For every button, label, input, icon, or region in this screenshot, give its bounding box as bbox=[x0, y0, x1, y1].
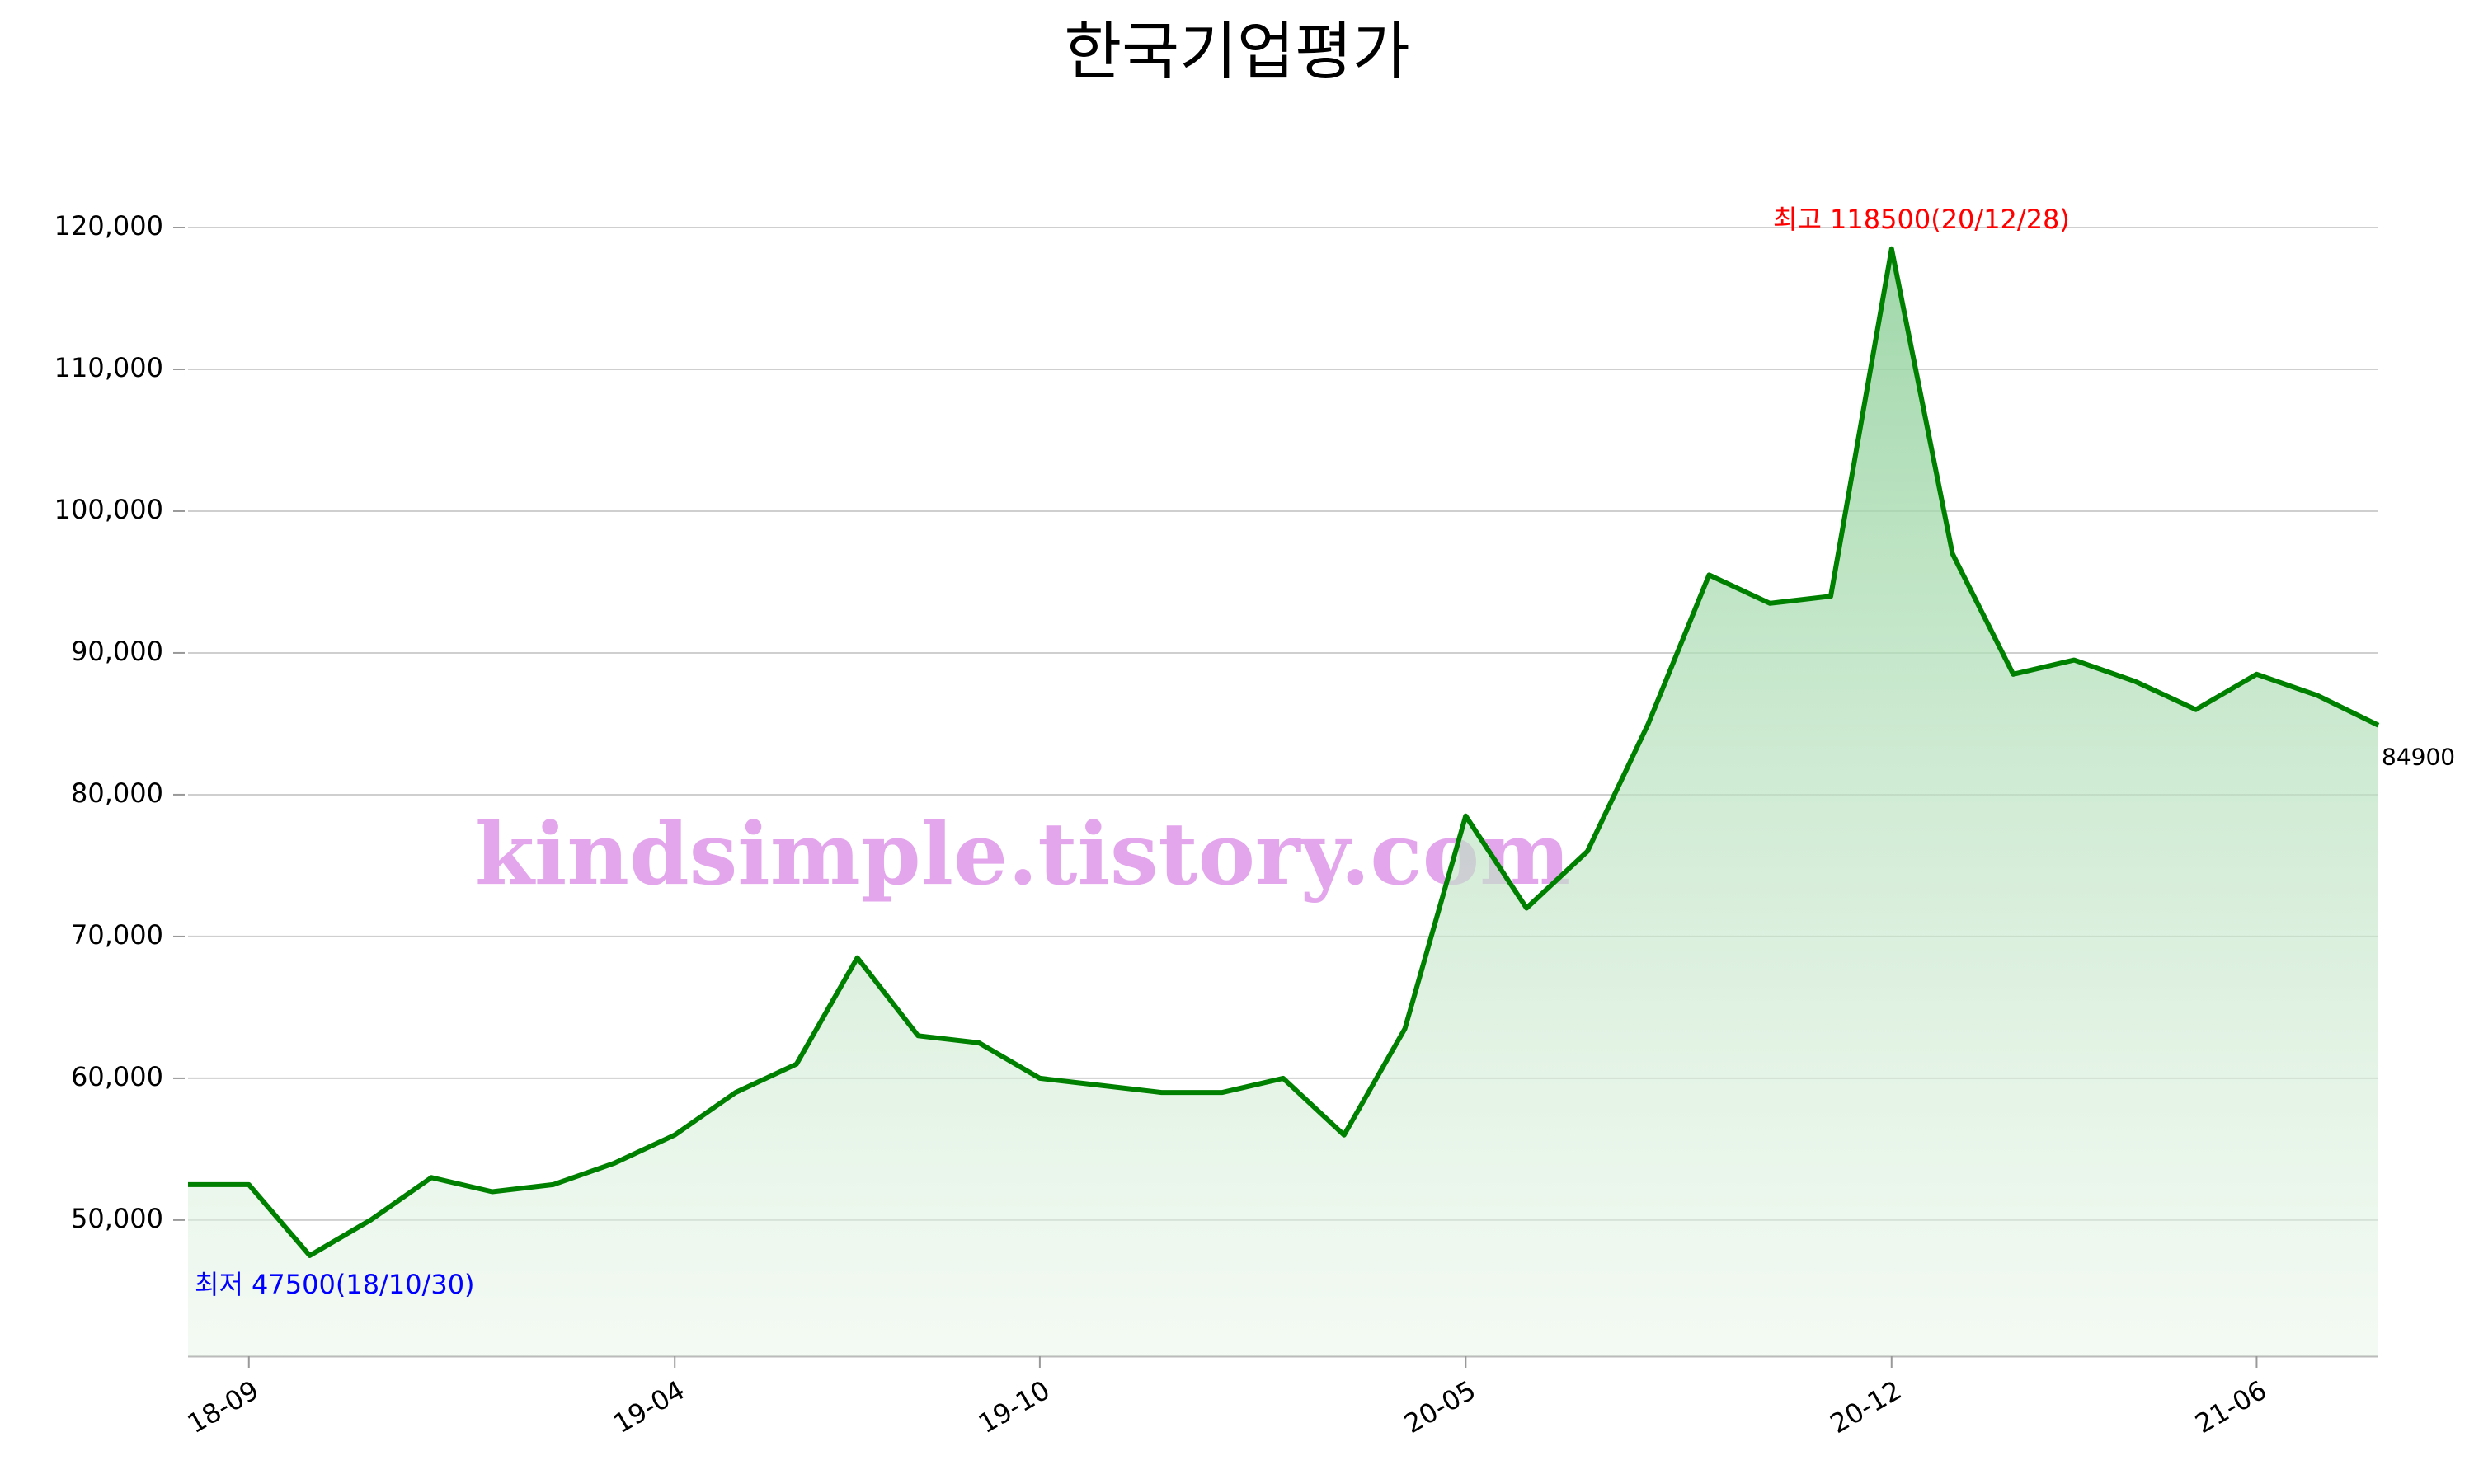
y-tick-label: 120,000 bbox=[54, 210, 163, 242]
x-tick-label: 21-06 bbox=[2189, 1374, 2272, 1439]
x-tick-label: 20-12 bbox=[1825, 1374, 1907, 1439]
x-tick-label: 18-09 bbox=[182, 1374, 265, 1439]
annotation: 최저 47500(18/10/30) bbox=[195, 1269, 475, 1300]
x-tick-label: 19-10 bbox=[973, 1374, 1056, 1439]
y-tick-label: 90,000 bbox=[71, 636, 163, 667]
y-tick-label: 60,000 bbox=[71, 1061, 163, 1092]
annotation: 최고 118500(20/12/28) bbox=[1773, 204, 2070, 235]
watermark: kindsimple.tistory.com bbox=[475, 803, 1570, 904]
y-tick-label: 50,000 bbox=[71, 1203, 163, 1234]
y-tick-label: 110,000 bbox=[54, 352, 163, 383]
last-value-label: 84900 bbox=[2382, 744, 2455, 771]
line bbox=[188, 246, 2380, 1258]
y-tick-label: 70,000 bbox=[71, 919, 163, 951]
y-tick-label: 80,000 bbox=[71, 777, 163, 809]
x-tick-label: 19-04 bbox=[608, 1374, 690, 1439]
x-tick-label: 20-05 bbox=[1399, 1374, 1481, 1439]
area bbox=[188, 248, 2378, 1356]
y-tick-label: 100,000 bbox=[54, 494, 163, 525]
chart-title: 한국기업평가 bbox=[1064, 15, 1410, 88]
